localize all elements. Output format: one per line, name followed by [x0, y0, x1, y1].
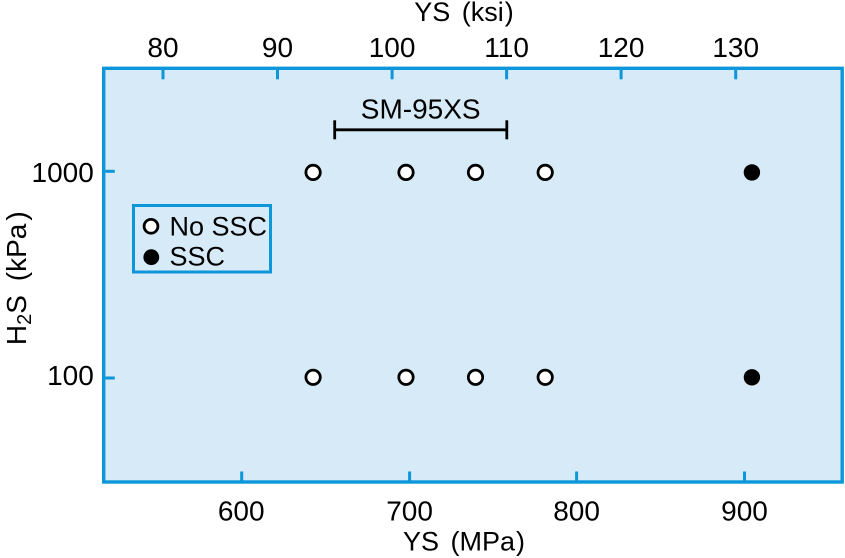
svg-text:90: 90: [262, 32, 293, 63]
svg-text:600: 600: [218, 495, 265, 526]
svg-text:SM-95XS: SM-95XS: [361, 94, 481, 125]
svg-text:H2S (kPa): H2S (kPa): [1, 211, 36, 345]
svg-text:900: 900: [721, 495, 768, 526]
svg-text:No SSC: No SSC: [170, 211, 268, 241]
svg-text:800: 800: [553, 495, 600, 526]
svg-text:700: 700: [386, 495, 433, 526]
svg-text:100: 100: [47, 360, 94, 391]
svg-text:130: 130: [712, 32, 759, 63]
svg-text:1000: 1000: [32, 157, 94, 188]
svg-text:100: 100: [369, 32, 416, 63]
svg-text:120: 120: [598, 32, 645, 63]
svg-text:110: 110: [484, 32, 529, 63]
svg-text:YS (ksi): YS (ksi): [414, 0, 514, 27]
svg-text:SSC: SSC: [170, 241, 226, 271]
svg-text:80: 80: [147, 32, 178, 63]
svg-text:YS (MPa): YS (MPa): [403, 526, 525, 556]
